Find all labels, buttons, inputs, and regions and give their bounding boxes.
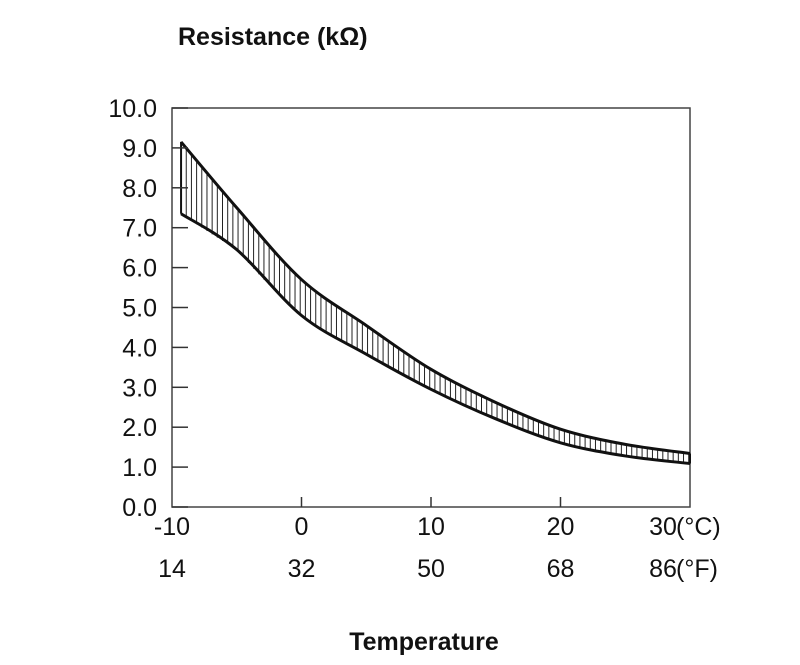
y-tick-label: 5.0 — [122, 295, 157, 323]
y-tick-label: 2.0 — [122, 414, 157, 442]
lower-limit-curve — [180, 212, 691, 465]
upper-limit-curve — [179, 140, 691, 456]
chart-title: Resistance (kΩ) — [178, 23, 368, 51]
y-tick-label: 10.0 — [108, 95, 157, 123]
y-axis: 10.0 9.0 8.0 7.0 6.0 5.0 4.0 3.0 2.0 1.0 0.0 — [108, 95, 188, 522]
y-tick-label: 0.0 — [122, 494, 157, 522]
x-axis-title: Temperature — [349, 628, 499, 656]
y-tick-label: 3.0 — [122, 374, 157, 402]
y-tick-label: 8.0 — [122, 175, 157, 203]
x-tick-label-celsius: 30 — [649, 513, 677, 541]
x-tick-label-fahrenheit: 14 — [158, 555, 186, 583]
y-tick-label: 9.0 — [122, 135, 157, 163]
x-tick-label-celsius: 0 — [295, 513, 309, 541]
x-tick-label-celsius: 20 — [547, 513, 575, 541]
x-unit-fahrenheit: (°F) — [676, 555, 718, 583]
y-tick-label: 7.0 — [122, 215, 157, 243]
x-tick-label-fahrenheit: 86 — [649, 555, 677, 583]
y-tick-label: 4.0 — [122, 334, 157, 362]
x-tick-label-fahrenheit: 32 — [288, 555, 316, 583]
x-tick-label-fahrenheit: 68 — [547, 555, 575, 583]
curves — [179, 140, 691, 465]
y-tick-label: 6.0 — [122, 255, 157, 283]
y-tick-label: 1.0 — [122, 454, 157, 482]
plot-frame — [171, 107, 691, 508]
x-tick-label-celsius: 10 — [417, 513, 445, 541]
x-tick-label-fahrenheit: 50 — [417, 555, 445, 583]
x-tick-label-celsius: -10 — [154, 513, 190, 541]
x-unit-celsius: (°C) — [676, 513, 721, 541]
x-axis: -10 14 0 32 10 50 20 68 30 86 — [154, 497, 677, 583]
tolerance-band-hatching — [180, 141, 690, 464]
